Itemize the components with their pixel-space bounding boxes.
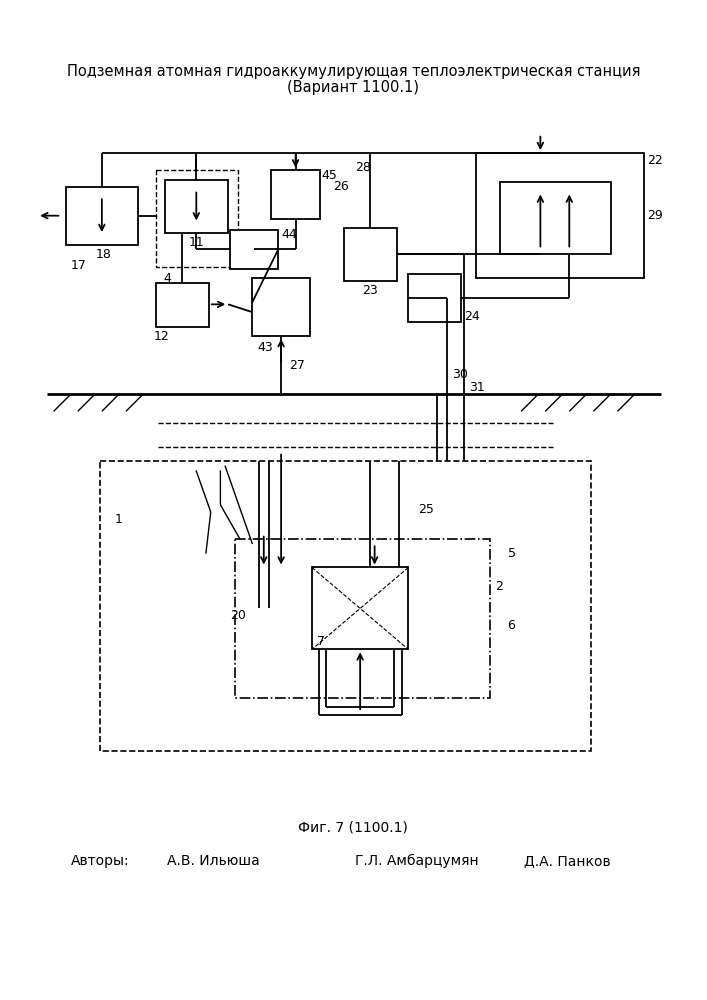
Text: 7: 7 <box>317 635 325 648</box>
Text: 17: 17 <box>71 259 87 272</box>
Bar <box>156 170 238 267</box>
Text: 43: 43 <box>257 341 273 354</box>
Text: А.В. Ильюша: А.В. Ильюша <box>168 854 260 868</box>
Text: 28: 28 <box>356 161 371 174</box>
Text: 4: 4 <box>163 272 171 285</box>
Text: 11: 11 <box>189 236 204 249</box>
Text: 24: 24 <box>464 310 480 323</box>
Text: 25: 25 <box>418 503 434 516</box>
Text: Авторы:: Авторы: <box>71 854 129 868</box>
Text: Д.А. Панков: Д.А. Панков <box>524 854 611 868</box>
Text: 31: 31 <box>469 381 485 394</box>
Bar <box>66 187 139 245</box>
Bar <box>271 170 320 219</box>
Bar <box>230 230 279 269</box>
Bar <box>409 274 462 322</box>
Text: Г.Л. Амбарцумян: Г.Л. Амбарцумян <box>356 854 479 868</box>
Text: 44: 44 <box>281 228 297 241</box>
Text: 20: 20 <box>230 609 246 622</box>
Text: 1: 1 <box>115 513 122 526</box>
Text: Подземная атомная гидроаккумулирующая теплоэлектрическая станция: Подземная атомная гидроаккумулирующая те… <box>66 64 640 79</box>
Bar <box>252 278 310 336</box>
Text: 22: 22 <box>648 154 663 167</box>
Text: 6: 6 <box>508 619 515 632</box>
Bar <box>156 283 209 327</box>
Bar <box>500 182 611 254</box>
Text: 12: 12 <box>154 330 170 343</box>
Text: 29: 29 <box>648 209 663 222</box>
Bar <box>235 539 490 698</box>
Text: Фиг. 7 (1100.1): Фиг. 7 (1100.1) <box>298 821 409 835</box>
Bar <box>165 180 228 233</box>
Text: (Вариант 1100.1): (Вариант 1100.1) <box>288 80 419 95</box>
Bar <box>344 228 397 281</box>
Text: 18: 18 <box>96 248 112 261</box>
Text: 5: 5 <box>508 547 515 560</box>
Text: 23: 23 <box>362 284 378 297</box>
Text: 26: 26 <box>333 180 349 193</box>
Bar <box>100 461 592 751</box>
Bar <box>476 153 645 278</box>
Text: 2: 2 <box>495 580 503 593</box>
Bar <box>312 567 409 649</box>
Text: 30: 30 <box>452 368 467 381</box>
Text: 27: 27 <box>289 359 305 372</box>
Text: 45: 45 <box>322 169 337 182</box>
